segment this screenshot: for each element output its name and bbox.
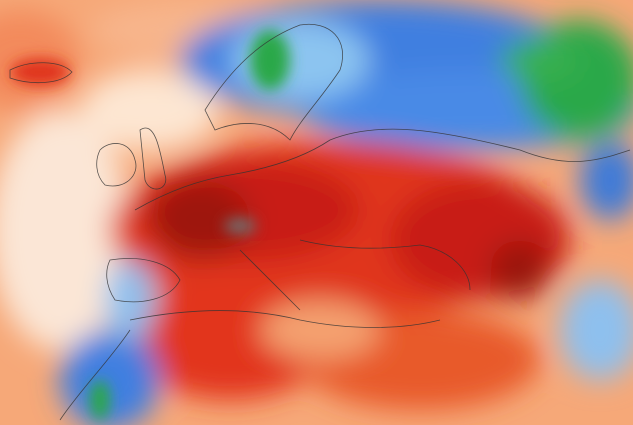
coastlines (9, 23, 631, 421)
detail-field (10, 30, 290, 420)
